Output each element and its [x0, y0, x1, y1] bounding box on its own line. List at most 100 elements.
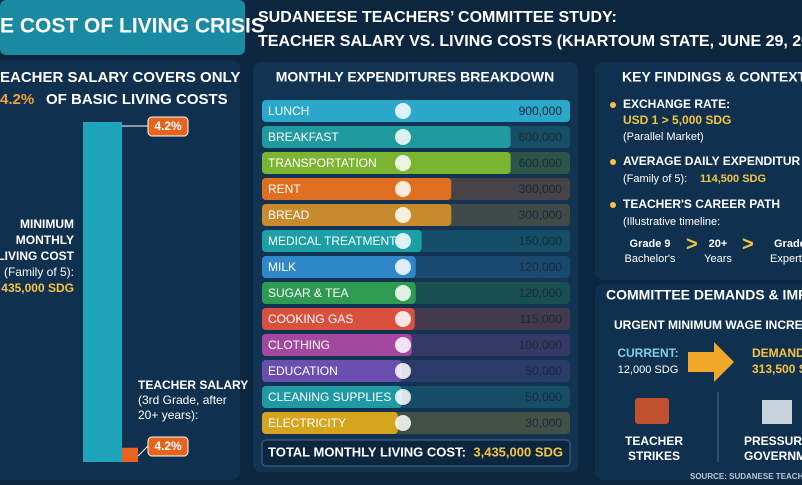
bar — [262, 334, 412, 356]
banner — [0, 0, 245, 55]
bullet — [610, 102, 616, 108]
action: PRESSURE O — [744, 434, 802, 448]
left-title-highlight: 4.2% — [0, 91, 34, 108]
bar — [122, 447, 138, 462]
bar — [262, 152, 511, 174]
middle-title: MONTHLY EXPENDITURES BREAKDOWN — [276, 69, 554, 85]
bar — [262, 256, 416, 278]
government-icon — [762, 400, 792, 424]
demand-label: DEMAND — [752, 346, 802, 360]
finding-note: (Parallel Market) — [623, 131, 704, 143]
banner-title: E COST OF LIVING CRISIS — [0, 15, 265, 38]
icon — [395, 337, 411, 353]
finding-note: (Family of 5): — [623, 173, 687, 185]
icon — [395, 129, 411, 145]
category-label: MINIMUM — [20, 217, 74, 231]
bar — [262, 360, 402, 382]
finding-value: 114,500 SDG — [700, 173, 766, 185]
category-label: COOKING GAS — [268, 312, 353, 326]
strike-icon — [635, 398, 669, 424]
total-label: TOTAL MONTHLY LIVING COST: — [268, 444, 466, 459]
category-label: RENT — [268, 182, 301, 196]
left-title-rest: OF BASIC LIVING COSTS — [46, 91, 228, 108]
total-box — [261, 439, 571, 467]
bar — [262, 308, 415, 330]
value-label: 600,000 — [519, 130, 563, 144]
icon — [395, 285, 411, 301]
category-label: TRANSPORTATION — [268, 156, 377, 170]
category-label: LUNCH — [268, 104, 309, 118]
category-label: LIVING COST — [0, 249, 75, 263]
finding-note: (Illustrative timeline: — [623, 216, 720, 228]
category-label: 435,000 SDG — [1, 281, 74, 295]
bar — [262, 230, 422, 252]
icon — [395, 415, 411, 431]
bar — [262, 100, 570, 122]
value-label: 120,000 — [519, 260, 563, 274]
bar — [83, 122, 122, 462]
career-step: Years — [704, 253, 732, 265]
study-subtitle: TEACHER SALARY VS. LIVING COSTS (KHARTOU… — [258, 33, 802, 50]
career-step: Grade — [774, 238, 802, 250]
value-label: 300,000 — [519, 182, 563, 196]
category-label: MONTHLY — [16, 233, 74, 247]
finding-heading: TEACHER'S CAREER PATH — [623, 197, 780, 211]
category-label: BREAD — [268, 208, 310, 222]
demands-title: COMMITTEE DEMANDS & IMP — [606, 287, 802, 303]
category-label: BREAKFAST — [268, 130, 339, 144]
bar — [262, 386, 402, 408]
demands-subtitle: URGENT MINIMUM WAGE INCREA — [614, 318, 802, 332]
career-step: Grade 9 — [630, 238, 671, 250]
bar — [262, 412, 398, 434]
career-step: 20+ — [709, 238, 728, 250]
icon — [395, 207, 411, 223]
category-label: (3rd Grade, after — [138, 393, 227, 407]
study-title: SUDANEESE TEACHERS’ COMMITTEE STUDY: — [258, 9, 617, 26]
findings-panel — [595, 62, 802, 280]
icon — [395, 155, 411, 171]
category-label: MEDICAL TREATMENT — [268, 234, 397, 248]
value-label: 300,000 — [519, 208, 563, 222]
bar — [262, 126, 511, 148]
source: SOURCE: SUDANESE TEACHERS' CO — [690, 472, 802, 481]
findings-title: KEY FINDINGS & CONTEXT — [622, 69, 802, 85]
career-arrow: > — [686, 233, 698, 255]
value-label: 115,000 — [520, 312, 563, 326]
icon — [395, 181, 411, 197]
career-step: Bachelor's — [624, 253, 676, 265]
value-label: 900,000 — [519, 104, 563, 118]
current-label: CURRENT: — [617, 346, 678, 360]
value-label: 120,000 — [519, 286, 563, 300]
icon — [395, 363, 411, 379]
category-label: EDUCATION — [268, 364, 338, 378]
left-title: EACHER SALARY COVERS ONLY — [0, 69, 240, 86]
current-value: 12,000 SDG — [618, 364, 679, 376]
career-step: Expert/Ma — [770, 253, 802, 265]
action: GOVERNME — [744, 449, 802, 463]
category-label: ELECTRICITY — [268, 416, 346, 430]
icon — [395, 311, 411, 327]
finding-heading: AVERAGE DAILY EXPENDITUR — [623, 154, 800, 168]
total-value: 3,435,000 SDG — [473, 444, 563, 459]
arrow — [688, 342, 734, 382]
annotation-leader — [137, 445, 149, 457]
icon — [395, 233, 411, 249]
category-label: 20+ years): — [138, 408, 198, 422]
demands-panel — [595, 284, 802, 480]
annotation: 4.2% — [154, 439, 182, 453]
category-label: CLOTHING — [268, 338, 330, 352]
category-label: TEACHER SALARY — [138, 378, 248, 392]
bar — [262, 282, 416, 304]
value-label: 150,000 — [519, 234, 563, 248]
finding-value: USD 1 > 5,000 SDG — [623, 113, 731, 127]
annotation: 4.2% — [154, 119, 182, 133]
bullet — [610, 202, 616, 208]
value-label: 50,000 — [525, 364, 562, 378]
category-label: (Family of 5): — [4, 265, 74, 279]
demand-value: 313,500 S — [752, 362, 802, 376]
icon — [395, 259, 411, 275]
value-label: 100,000 — [519, 338, 563, 352]
finding-heading: EXCHANGE RATE: — [623, 97, 730, 111]
category-label: CLEANING SUPPLIES — [268, 390, 391, 404]
